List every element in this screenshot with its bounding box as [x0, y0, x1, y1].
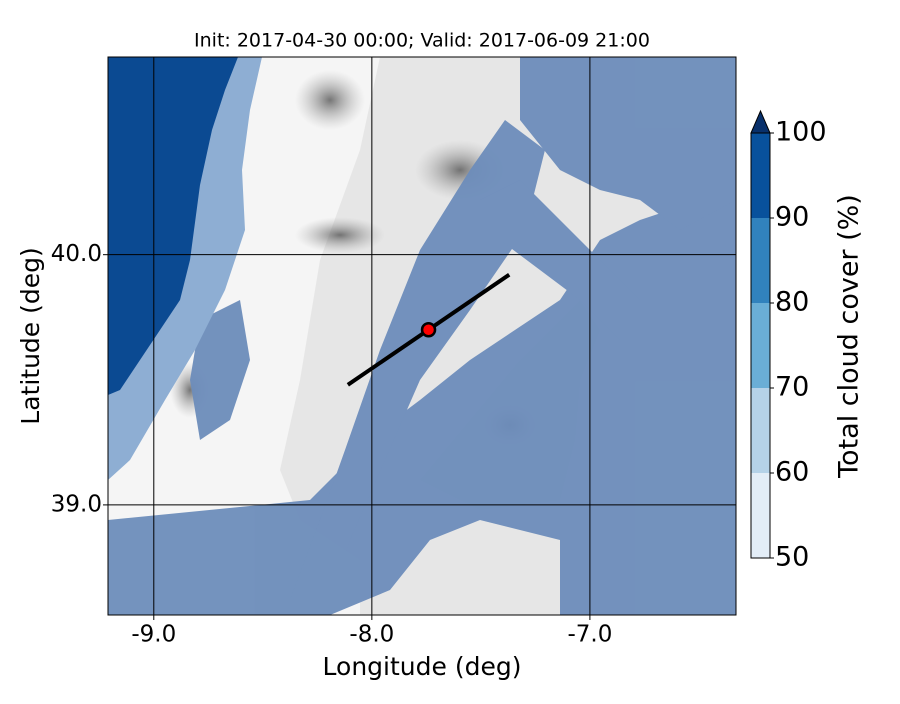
- title: Init: 2017-04-30 00:00; Valid: 2017-06-0…: [194, 30, 650, 52]
- x-tick-label: -9.0: [131, 622, 176, 648]
- colorbar-band: [751, 133, 770, 218]
- y-axis-label: Latitude (deg): [16, 247, 45, 424]
- colorbar-extend: [750, 109, 771, 134]
- colorbar: 50 60 70 80 90 100: [750, 109, 827, 573]
- colorbar-tick-label: 70: [775, 372, 809, 403]
- colorbar-tick-label: 100: [775, 117, 827, 148]
- y-tick-label: 40.0: [51, 241, 102, 267]
- colorbar-band: [751, 388, 770, 473]
- x-tick-label: -8.0: [349, 622, 394, 648]
- overlay: [346, 273, 511, 387]
- colorbar-band: [751, 473, 770, 558]
- colorbar-tick-label: 90: [775, 202, 809, 233]
- colorbar-band: [751, 218, 770, 303]
- colorbar-label: Total cloud cover (%): [834, 194, 865, 479]
- x-axis-label: Longitude (deg): [323, 652, 522, 681]
- colorbar-frame: [750, 132, 771, 559]
- map-background: [108, 57, 736, 615]
- graticule: [108, 57, 736, 615]
- map-frame: [107, 56, 737, 616]
- location-marker: [420, 321, 437, 338]
- colorbar-band: [751, 303, 770, 388]
- colorbar-tick-label: 80: [775, 287, 809, 318]
- y-tick-label: 39.0: [51, 491, 102, 517]
- colorbar-tick-label: 60: [775, 457, 809, 488]
- x-tick-label: -7.0: [567, 622, 612, 648]
- colorbar-tick-label: 50: [775, 542, 809, 573]
